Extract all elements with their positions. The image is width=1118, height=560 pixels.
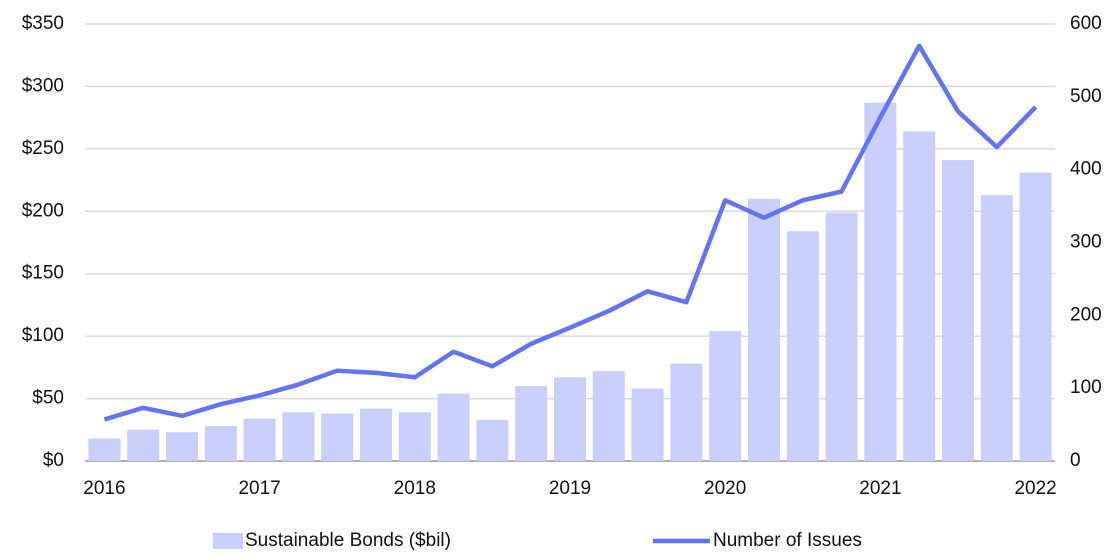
y-tick-label: $100 xyxy=(22,325,64,346)
bar xyxy=(748,198,780,462)
y-tick-label: $150 xyxy=(22,263,64,284)
y2-tick-label: 500 xyxy=(1070,86,1102,107)
x-tick-label: 2018 xyxy=(394,478,436,499)
bar xyxy=(515,386,548,461)
bar xyxy=(592,371,625,461)
y-tick-label: $300 xyxy=(22,75,64,96)
line xyxy=(103,43,1038,422)
x-tick-label: 2021 xyxy=(859,478,901,499)
y2-tick-label: 400 xyxy=(1070,159,1102,180)
bar xyxy=(360,408,392,461)
bar xyxy=(204,426,237,461)
x-tick-label: 2022 xyxy=(1014,478,1056,499)
bar xyxy=(127,429,160,461)
y-tick-label: $50 xyxy=(32,388,64,409)
bar xyxy=(670,363,703,461)
y2-tick-label: 0 xyxy=(1070,450,1081,471)
legend-swatch xyxy=(213,533,243,549)
y2-tick-label: 200 xyxy=(1070,304,1102,325)
bar xyxy=(825,212,858,461)
x-tick-label: 2020 xyxy=(704,478,746,499)
y2-tick-label: 100 xyxy=(1070,377,1102,398)
bar xyxy=(942,160,974,461)
bar xyxy=(321,413,354,461)
bar xyxy=(398,412,431,461)
bar xyxy=(243,418,276,461)
y2-tick-label: 600 xyxy=(1070,13,1102,34)
y-tick-label: $0 xyxy=(43,450,64,471)
legend-label: Sustainable Bonds ($bil) xyxy=(245,530,451,551)
bar xyxy=(980,195,1013,461)
y2-tick-label: 300 xyxy=(1070,232,1102,253)
bar xyxy=(437,393,470,461)
bar xyxy=(166,432,198,461)
bar xyxy=(282,412,315,461)
bar xyxy=(631,388,664,461)
bar xyxy=(554,377,586,461)
bar xyxy=(709,331,742,461)
bar xyxy=(786,231,819,461)
bar xyxy=(476,419,509,461)
y-tick-label: $350 xyxy=(22,13,64,34)
bar xyxy=(864,102,897,461)
bar xyxy=(88,438,121,461)
x-tick-label: 2017 xyxy=(238,478,280,499)
legend-label: Number of Issues xyxy=(713,530,862,551)
y-tick-label: $250 xyxy=(22,138,64,159)
bar xyxy=(1019,172,1052,461)
bar xyxy=(903,131,936,461)
y-tick-label: $200 xyxy=(22,200,64,221)
x-tick-label: 2016 xyxy=(83,478,125,499)
x-tick-label: 2019 xyxy=(549,478,591,499)
